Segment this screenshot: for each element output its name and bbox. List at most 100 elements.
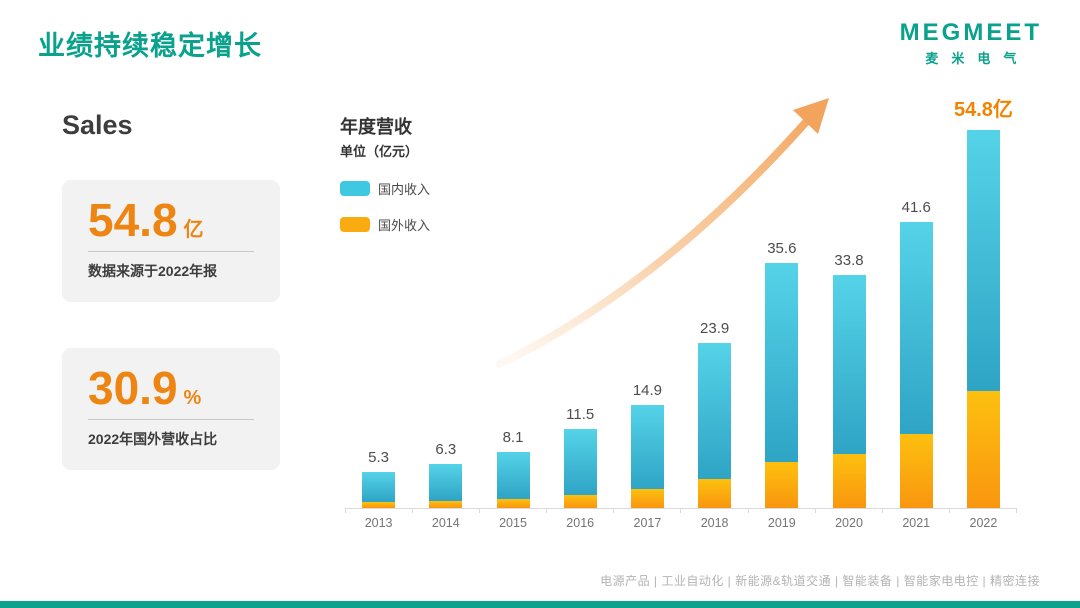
bar-chart: 5.3 6.3 8.1 11.5 14.9 23.9 35.6 33.8 41.6 54.8亿 — [345, 99, 1017, 508]
chart-title: 年度营收 — [340, 117, 412, 137]
year-label: 2021 — [902, 516, 931, 530]
bar-column: 35.6 — [748, 130, 815, 508]
stat-unit: 亿 — [183, 219, 204, 241]
domestic-revenue-segment — [563, 429, 597, 495]
axis-tick — [613, 509, 680, 513]
overseas-revenue-segment — [832, 454, 866, 508]
stat-caption: 2022年国外营收占比 — [88, 431, 218, 448]
bar-value-label: 35.6 — [767, 240, 797, 257]
legend-swatch-icon — [340, 181, 370, 196]
domestic-revenue-segment — [765, 263, 799, 462]
bar-column: 54.8亿 — [950, 99, 1017, 508]
legend-swatch-icon — [340, 217, 370, 232]
bar-value-label: 14.9 — [632, 382, 663, 399]
overseas-revenue-segment — [563, 495, 597, 508]
legend-item: 国外收入 — [340, 215, 430, 234]
bar-value-label: 54.8亿 — [953, 99, 1013, 121]
chart-legend: 国内收入 国外收入 — [340, 179, 430, 251]
x-axis — [345, 508, 1017, 509]
axis-tick — [948, 509, 1017, 513]
domestic-revenue-segment — [698, 343, 732, 479]
logo-wordmark: MEGMEET — [899, 19, 1042, 46]
legend-label: 国内收入 — [378, 182, 431, 197]
megmeet-logo: MEGMEET 麦米电气 — [900, 20, 1042, 67]
bar-column: 23.9 — [681, 130, 748, 508]
overseas-revenue-segment — [429, 501, 463, 508]
overseas-revenue-segment — [966, 391, 1000, 508]
stat-value: 30.9 — [88, 362, 178, 414]
legend-item: 国内收入 — [340, 179, 430, 198]
year-label: 2020 — [835, 516, 863, 530]
bar-value-label: 8.1 — [502, 429, 524, 446]
year-label: 2022 — [969, 516, 998, 530]
stacked-bar — [429, 464, 463, 508]
axis-tick — [479, 509, 546, 513]
overseas-revenue-segment — [496, 499, 530, 508]
bottom-accent-bar — [0, 601, 1080, 608]
x-axis-labels: 2013 2014 2015 2016 2017 2018 2019 2020 2021 2022 — [345, 516, 1017, 530]
stacked-bar — [966, 130, 1000, 508]
domestic-revenue-segment — [832, 275, 866, 454]
year-label: 2019 — [767, 516, 796, 530]
axis-tick — [881, 509, 949, 513]
year-label: 2016 — [566, 516, 595, 530]
stacked-bar — [698, 343, 732, 508]
axis-tick — [412, 509, 479, 513]
stacked-bar — [832, 275, 866, 508]
domestic-revenue-segment — [899, 222, 933, 434]
bar-column: 33.8 — [815, 130, 882, 508]
stacked-bar — [362, 472, 396, 508]
year-label: 2018 — [700, 516, 729, 530]
axis-tick — [747, 509, 815, 513]
stacked-bar — [563, 429, 597, 508]
bar-column: 41.6 — [883, 130, 950, 508]
legend-label: 国外收入 — [378, 218, 431, 233]
chart-unit-label: 单位（亿元） — [340, 144, 419, 159]
sales-heading: Sales — [62, 110, 133, 140]
page-title: 业绩持续稳定增长 — [38, 31, 262, 61]
domestic-revenue-segment — [496, 452, 530, 499]
bar-column: 14.9 — [614, 130, 681, 508]
bar-value-label: 33.8 — [834, 252, 864, 269]
stacked-bar — [496, 452, 530, 508]
axis-tick — [680, 509, 747, 513]
stat-value: 54.8 — [88, 194, 178, 246]
year-label: 2013 — [364, 516, 393, 530]
stacked-bar — [899, 222, 933, 508]
bar-column: 6.3 — [412, 130, 479, 508]
business-segments-footer: 电源产品 | 工业自动化 | 新能源&轨道交通 | 智能装备 | 智能家电电控 … — [600, 574, 1040, 588]
stat-unit: % — [183, 387, 202, 409]
logo-chinese-name: 麦米电气 — [925, 51, 1030, 67]
stat-card-overseas-share: 30.9 % 2022年国外营收占比 — [62, 348, 280, 470]
stat-caption: 数据来源于2022年报 — [88, 263, 218, 280]
year-label: 2017 — [633, 516, 662, 530]
bar-value-label: 5.3 — [368, 449, 390, 466]
year-label: 2014 — [431, 516, 460, 530]
domestic-revenue-segment — [362, 472, 396, 502]
domestic-revenue-segment — [966, 130, 1000, 391]
bar-column: 11.5 — [547, 130, 614, 508]
axis-ticks — [345, 509, 1017, 513]
stat-card-revenue: 54.8 亿 数据来源于2022年报 — [62, 180, 280, 302]
bar-value-label: 11.5 — [566, 406, 595, 423]
bar-column: 8.1 — [479, 130, 546, 508]
bar-value-label: 41.6 — [901, 199, 931, 216]
divider — [88, 419, 254, 421]
year-label: 2015 — [499, 516, 527, 530]
stacked-bar — [630, 405, 664, 508]
bar-value-label: 23.9 — [700, 320, 730, 337]
overseas-revenue-segment — [362, 502, 396, 508]
divider — [88, 251, 254, 253]
bar-column: 5.3 — [345, 130, 412, 508]
axis-tick — [814, 509, 882, 513]
overseas-revenue-segment — [698, 479, 732, 508]
axis-tick — [345, 509, 412, 513]
domestic-revenue-segment — [429, 464, 463, 501]
stacked-bar — [765, 263, 799, 508]
overseas-revenue-segment — [899, 434, 933, 508]
overseas-revenue-segment — [630, 489, 664, 508]
domestic-revenue-segment — [630, 405, 664, 489]
axis-tick — [546, 509, 613, 513]
overseas-revenue-segment — [765, 462, 799, 508]
